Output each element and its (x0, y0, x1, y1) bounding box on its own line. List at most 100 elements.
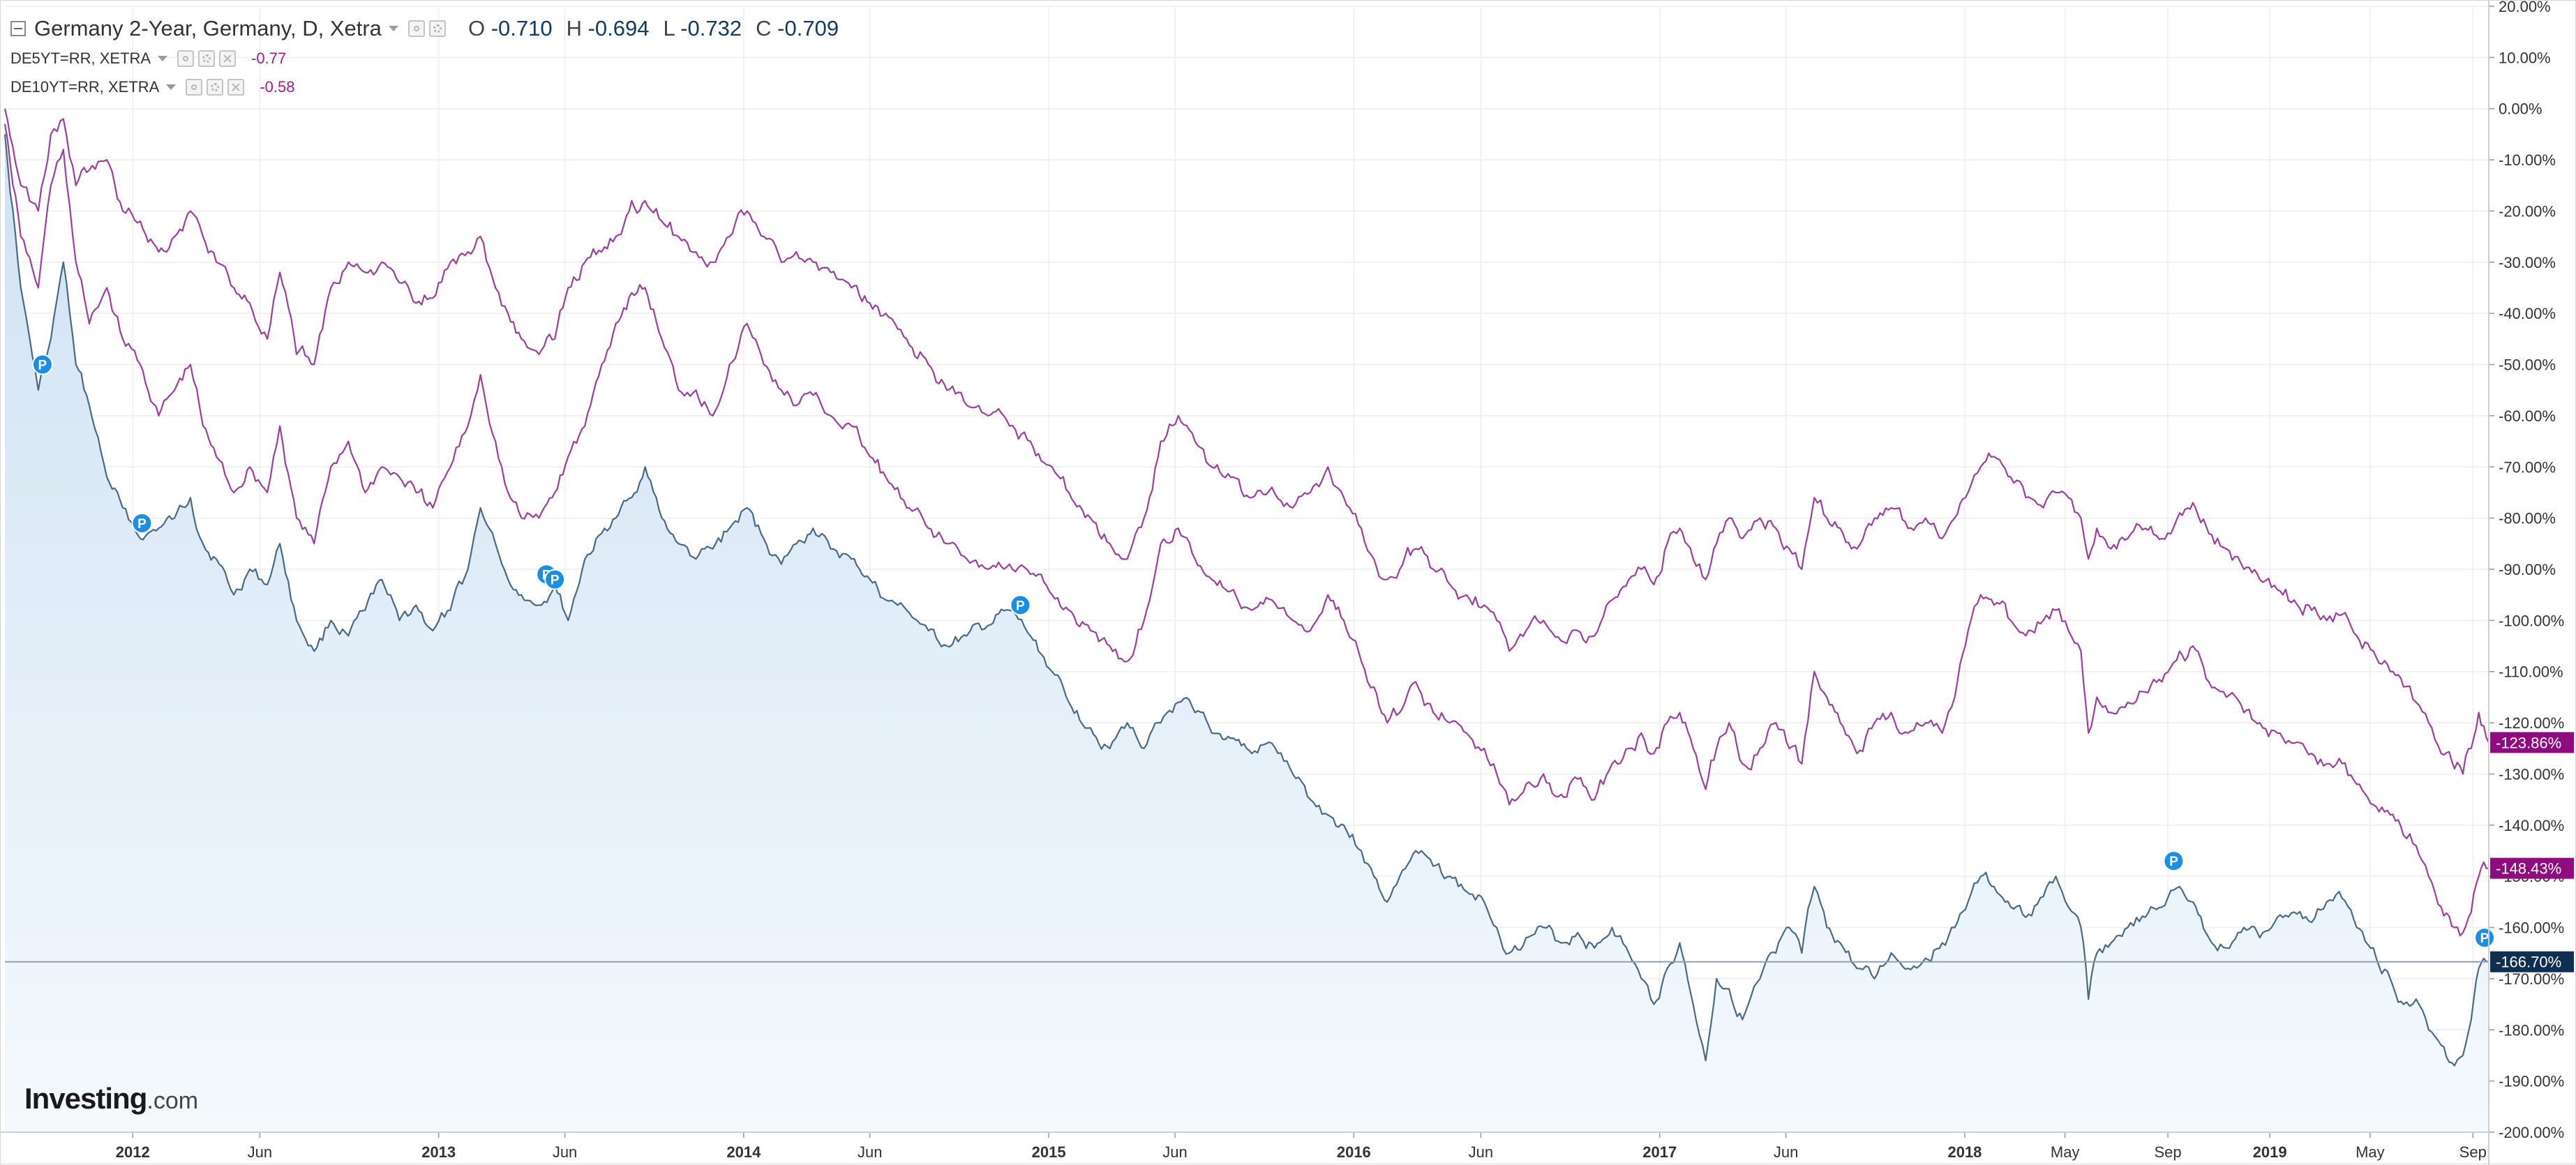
x-tick-label: Jun (1469, 1143, 1493, 1161)
x-tick-label: Jun (553, 1143, 577, 1161)
y-tick-label: -20.00% (2499, 202, 2556, 220)
series2-name[interactable]: DE5YT=RR, XETRA (10, 50, 151, 67)
y-tick-label: -40.00% (2499, 305, 2556, 322)
chevron-down-icon[interactable] (388, 26, 398, 31)
event-marker[interactable]: P (2474, 927, 2496, 949)
legend-series2-row: DE5YT=RR, XETRA -0.77 (10, 50, 286, 68)
y-tick-label: -180.00% (2499, 1021, 2564, 1039)
y-tick-label: -90.00% (2499, 561, 2556, 578)
badge-label: -166.70% (2496, 954, 2561, 971)
y-tick-label: -10.00% (2499, 151, 2556, 169)
logo-brand: Investing (24, 1082, 147, 1115)
chevron-down-icon[interactable] (158, 56, 168, 61)
x-tick-label: 2018 (1947, 1143, 1982, 1161)
x-tick-label: Sep (2459, 1143, 2487, 1161)
badge-label: -148.43% (2496, 860, 2561, 878)
settings-icon[interactable] (428, 20, 446, 37)
badge-label: -123.86% (2496, 734, 2561, 751)
x-tick-label: May (2356, 1143, 2385, 1161)
investing-logo: Investing.com (24, 1082, 198, 1115)
main-last-value-badge: -166.70% (2490, 951, 2574, 972)
legend-series3-row: DE10YT=RR, XETRA -0.58 (10, 78, 295, 96)
close-label: C (756, 16, 772, 40)
x-tick-label: 2015 (1032, 1143, 1066, 1161)
event-marker-label: P (2480, 931, 2489, 946)
visibility-icon[interactable] (177, 50, 195, 67)
area-fill-layer (5, 134, 2489, 1132)
event-marker[interactable]: P (1010, 594, 1031, 616)
visibility-icon[interactable] (186, 79, 203, 96)
x-tick-label: Jun (858, 1143, 882, 1161)
y-tick-label: -130.00% (2499, 765, 2564, 783)
event-marker[interactable]: P (131, 512, 153, 534)
close-value: -0.709 (777, 16, 839, 40)
x-tick-label: Jun (1162, 1143, 1187, 1161)
y-tick-label: -70.00% (2499, 458, 2556, 476)
series3-name[interactable]: DE10YT=RR, XETRA (10, 78, 160, 96)
chevron-down-icon[interactable] (166, 84, 177, 90)
y-tick-label: -100.00% (2499, 612, 2564, 629)
settings-icon[interactable] (198, 50, 216, 67)
event-marker-dot[interactable] (2474, 927, 2496, 949)
y-tick-label: -30.00% (2499, 254, 2556, 271)
ohlc-values: O -0.710 H -0.694 L -0.732 C -0.709 (468, 16, 839, 41)
x-tick-label: 2014 (726, 1143, 761, 1161)
compare-series-line[interactable] (3, 123, 2489, 937)
badge-background (2490, 857, 2574, 879)
visibility-icon[interactable] (407, 20, 425, 37)
low-label: L (663, 16, 675, 40)
y-tick-label: -140.00% (2499, 817, 2564, 834)
high-label: H (566, 16, 582, 40)
x-tick-label: 2017 (1642, 1143, 1677, 1161)
close-icon[interactable] (227, 79, 245, 96)
event-marker-label: P (1016, 599, 1025, 613)
x-tick-label: May (2051, 1143, 2080, 1161)
x-tick-label: 2016 (1337, 1143, 1371, 1161)
event-marker-dot[interactable] (31, 354, 53, 375)
close-icon[interactable] (219, 50, 237, 67)
badge-background (2490, 951, 2574, 972)
main-series-title[interactable]: Germany 2-Year, Germany, D, Xetra (34, 16, 382, 40)
main-series-line[interactable] (3, 134, 2489, 1067)
y-axis[interactable]: 20.00% 10.00% 0.00% -10.00% -20.00% -30.00% -4… (2488, 1, 2564, 1165)
y-tick-label: -110.00% (2499, 663, 2563, 681)
marker-layer: PPPPPPP (31, 354, 2496, 949)
logo-suffix: .com (147, 1088, 199, 1114)
event-marker[interactable]: P (2163, 850, 2185, 872)
event-marker-label: P (2169, 855, 2178, 869)
y-tick-label: -170.00% (2499, 970, 2564, 988)
y-tick-label: 10.00% (2499, 49, 2551, 66)
last-value-badges: -166.70% -148.43% -123.86% (2490, 732, 2574, 972)
x-tick-label: 2019 (2253, 1143, 2287, 1161)
y-tick-label: -120.00% (2499, 714, 2564, 732)
open-label: O (467, 16, 486, 40)
x-tick-label: Sep (2154, 1143, 2181, 1161)
series2-value: -0.77 (251, 50, 287, 67)
y-tick-label: 0.00% (2499, 100, 2542, 118)
event-marker-dot[interactable] (2163, 850, 2185, 872)
event-marker[interactable]: P (544, 569, 566, 590)
open-value: -0.710 (491, 16, 553, 40)
event-marker-dot[interactable] (131, 512, 153, 534)
x-tick-label: Jun (248, 1143, 272, 1161)
x-tick-label: Jun (1774, 1143, 1798, 1161)
event-marker-dot[interactable] (1010, 594, 1031, 616)
event-marker-label: P (137, 517, 147, 532)
y-tick-label: -190.00% (2499, 1073, 2564, 1090)
settings-icon[interactable] (207, 79, 224, 96)
badge-background (2490, 732, 2574, 753)
event-marker-label: P (38, 359, 47, 373)
event-marker[interactable]: P (31, 354, 53, 375)
x-tick-label: 2012 (116, 1143, 150, 1161)
y-tick-label: -200.00% (2499, 1124, 2564, 1141)
event-marker-label: P (551, 573, 560, 588)
y-tick-label: -50.00% (2499, 356, 2556, 374)
x-axis[interactable]: 2012 Jun 2013 Jun 2014 Jun 2015 Jun 2016 Jun 2017 J… (1, 1132, 2489, 1161)
legend-main-row: Germany 2-Year, Germany, D, Xetra O -0.7… (10, 16, 839, 41)
compare-series-line[interactable] (3, 108, 2489, 775)
y-tick-label: -60.00% (2499, 407, 2556, 425)
event-marker-dot[interactable] (544, 569, 566, 590)
collapse-icon[interactable] (10, 21, 26, 36)
